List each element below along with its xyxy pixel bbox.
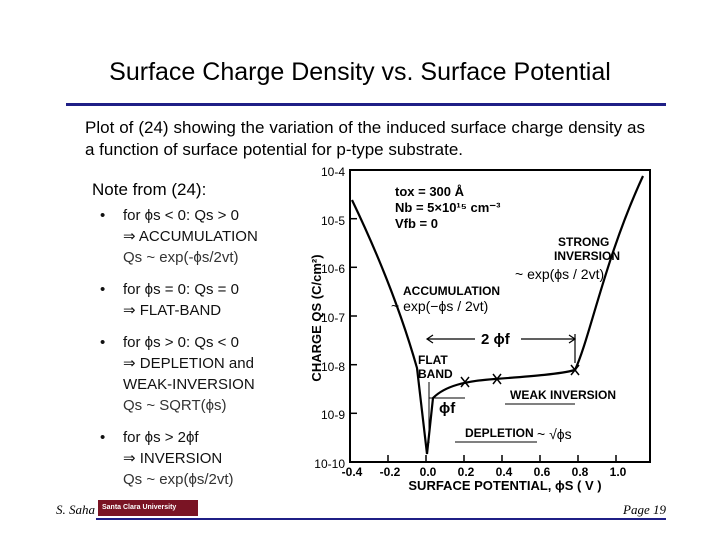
- bullet-dot: •: [100, 334, 106, 351]
- x-tick-label: -0.2: [380, 465, 401, 479]
- bullet-line: for ϕs > 2ϕf: [123, 429, 199, 446]
- y-tick-label: 10-7: [321, 311, 345, 325]
- strong-label: STRONG: [558, 235, 609, 249]
- bullet-line: for ϕs = 0: Qs = 0: [123, 281, 239, 298]
- weak-inversion-label: WEAK INVERSION: [510, 388, 616, 402]
- y-tick-label: 10-6: [321, 262, 345, 276]
- param-nb: Nb = 5×10¹⁵ cm⁻³: [395, 200, 501, 215]
- title-rule: [66, 103, 666, 106]
- university-logo: Santa Clara University: [98, 500, 198, 516]
- x-tick-label: 1.0: [610, 465, 627, 479]
- bullet-line: Qs ~ exp(-ϕs/2vt): [123, 249, 239, 266]
- y-tick-label: 10-8: [321, 360, 345, 374]
- band-label: BAND: [418, 367, 453, 381]
- depletion-eq: ~ √ϕs: [537, 426, 572, 442]
- y-tick-label: 10-10: [314, 457, 345, 471]
- author-name: S. Saha: [56, 502, 95, 517]
- depletion-label: DEPLETION: [465, 426, 534, 440]
- param-tox: tox = 300 Å: [395, 184, 465, 199]
- x-tick-label: 0.8: [572, 465, 589, 479]
- x-tick-label: 0.0: [420, 465, 437, 479]
- intro-text: Plot of (24) showing the variation of th…: [85, 118, 645, 159]
- y-tick-label: 10-5: [321, 214, 345, 228]
- param-vfb: Vfb = 0: [395, 216, 438, 231]
- x-tick-label: 0.2: [458, 465, 475, 479]
- flat-label: FLAT: [418, 353, 448, 367]
- bullet-line: ⇒ DEPLETION and: [123, 355, 254, 372]
- bullet-line: ⇒ ACCUMULATION: [123, 228, 258, 245]
- strong-inversion-eq: ~ exp(ϕs / 2vt): [515, 266, 604, 282]
- bullet-line: ⇒ INVERSION: [123, 450, 223, 467]
- x-tick-label: 0.6: [534, 465, 551, 479]
- two-phi-f-marker: [425, 334, 577, 363]
- phi-f-label: ϕf: [439, 400, 456, 417]
- bullet-line: Qs ~ exp(ϕs/2vt): [123, 471, 234, 488]
- bullet-line: ⇒ FLAT-BAND: [123, 302, 222, 319]
- bullet-line: Qs ~ SQRT(ϕs): [123, 397, 227, 414]
- bullet-line: WEAK-INVERSION: [123, 376, 255, 393]
- bullet-dot: •: [100, 429, 106, 446]
- bullet-dot: •: [100, 281, 106, 298]
- page-number: Page 19: [623, 502, 666, 517]
- bullet-dot: •: [100, 207, 106, 224]
- y-tick-label: 10-9: [321, 408, 345, 422]
- x-tick-label: -0.4: [342, 465, 363, 479]
- x-axis-title: SURFACE POTENTIAL, ϕS ( V ): [408, 478, 601, 493]
- bullet-line: for ϕs > 0: Qs < 0: [123, 334, 239, 351]
- y-axis-title: CHARGE QS (C/cm²): [309, 254, 324, 381]
- accumulation-label: ACCUMULATION: [403, 284, 500, 298]
- charge-vs-potential-plot: 10-4 10-5 10-6 10-7 10-8 10-9 10-10 -0.4…: [309, 165, 651, 493]
- footer-rule: [96, 518, 666, 520]
- slide-title: Surface Charge Density vs. Surface Poten…: [109, 58, 611, 86]
- two-phi-f-label: 2 ϕf: [481, 331, 511, 348]
- inversion-label: INVERSION: [554, 249, 620, 263]
- y-tick-label: 10-4: [321, 165, 345, 179]
- note-title: Note from (24):: [92, 180, 207, 199]
- tick-marks: [350, 217, 617, 462]
- x-tick-label: 0.4: [496, 465, 513, 479]
- bullet-line: for ϕs < 0: Qs > 0: [123, 207, 239, 224]
- curve-markers: [460, 364, 580, 388]
- charge-curve: [351, 175, 644, 455]
- accumulation-eq: ~ exp(−ϕs / 2vt): [391, 298, 488, 314]
